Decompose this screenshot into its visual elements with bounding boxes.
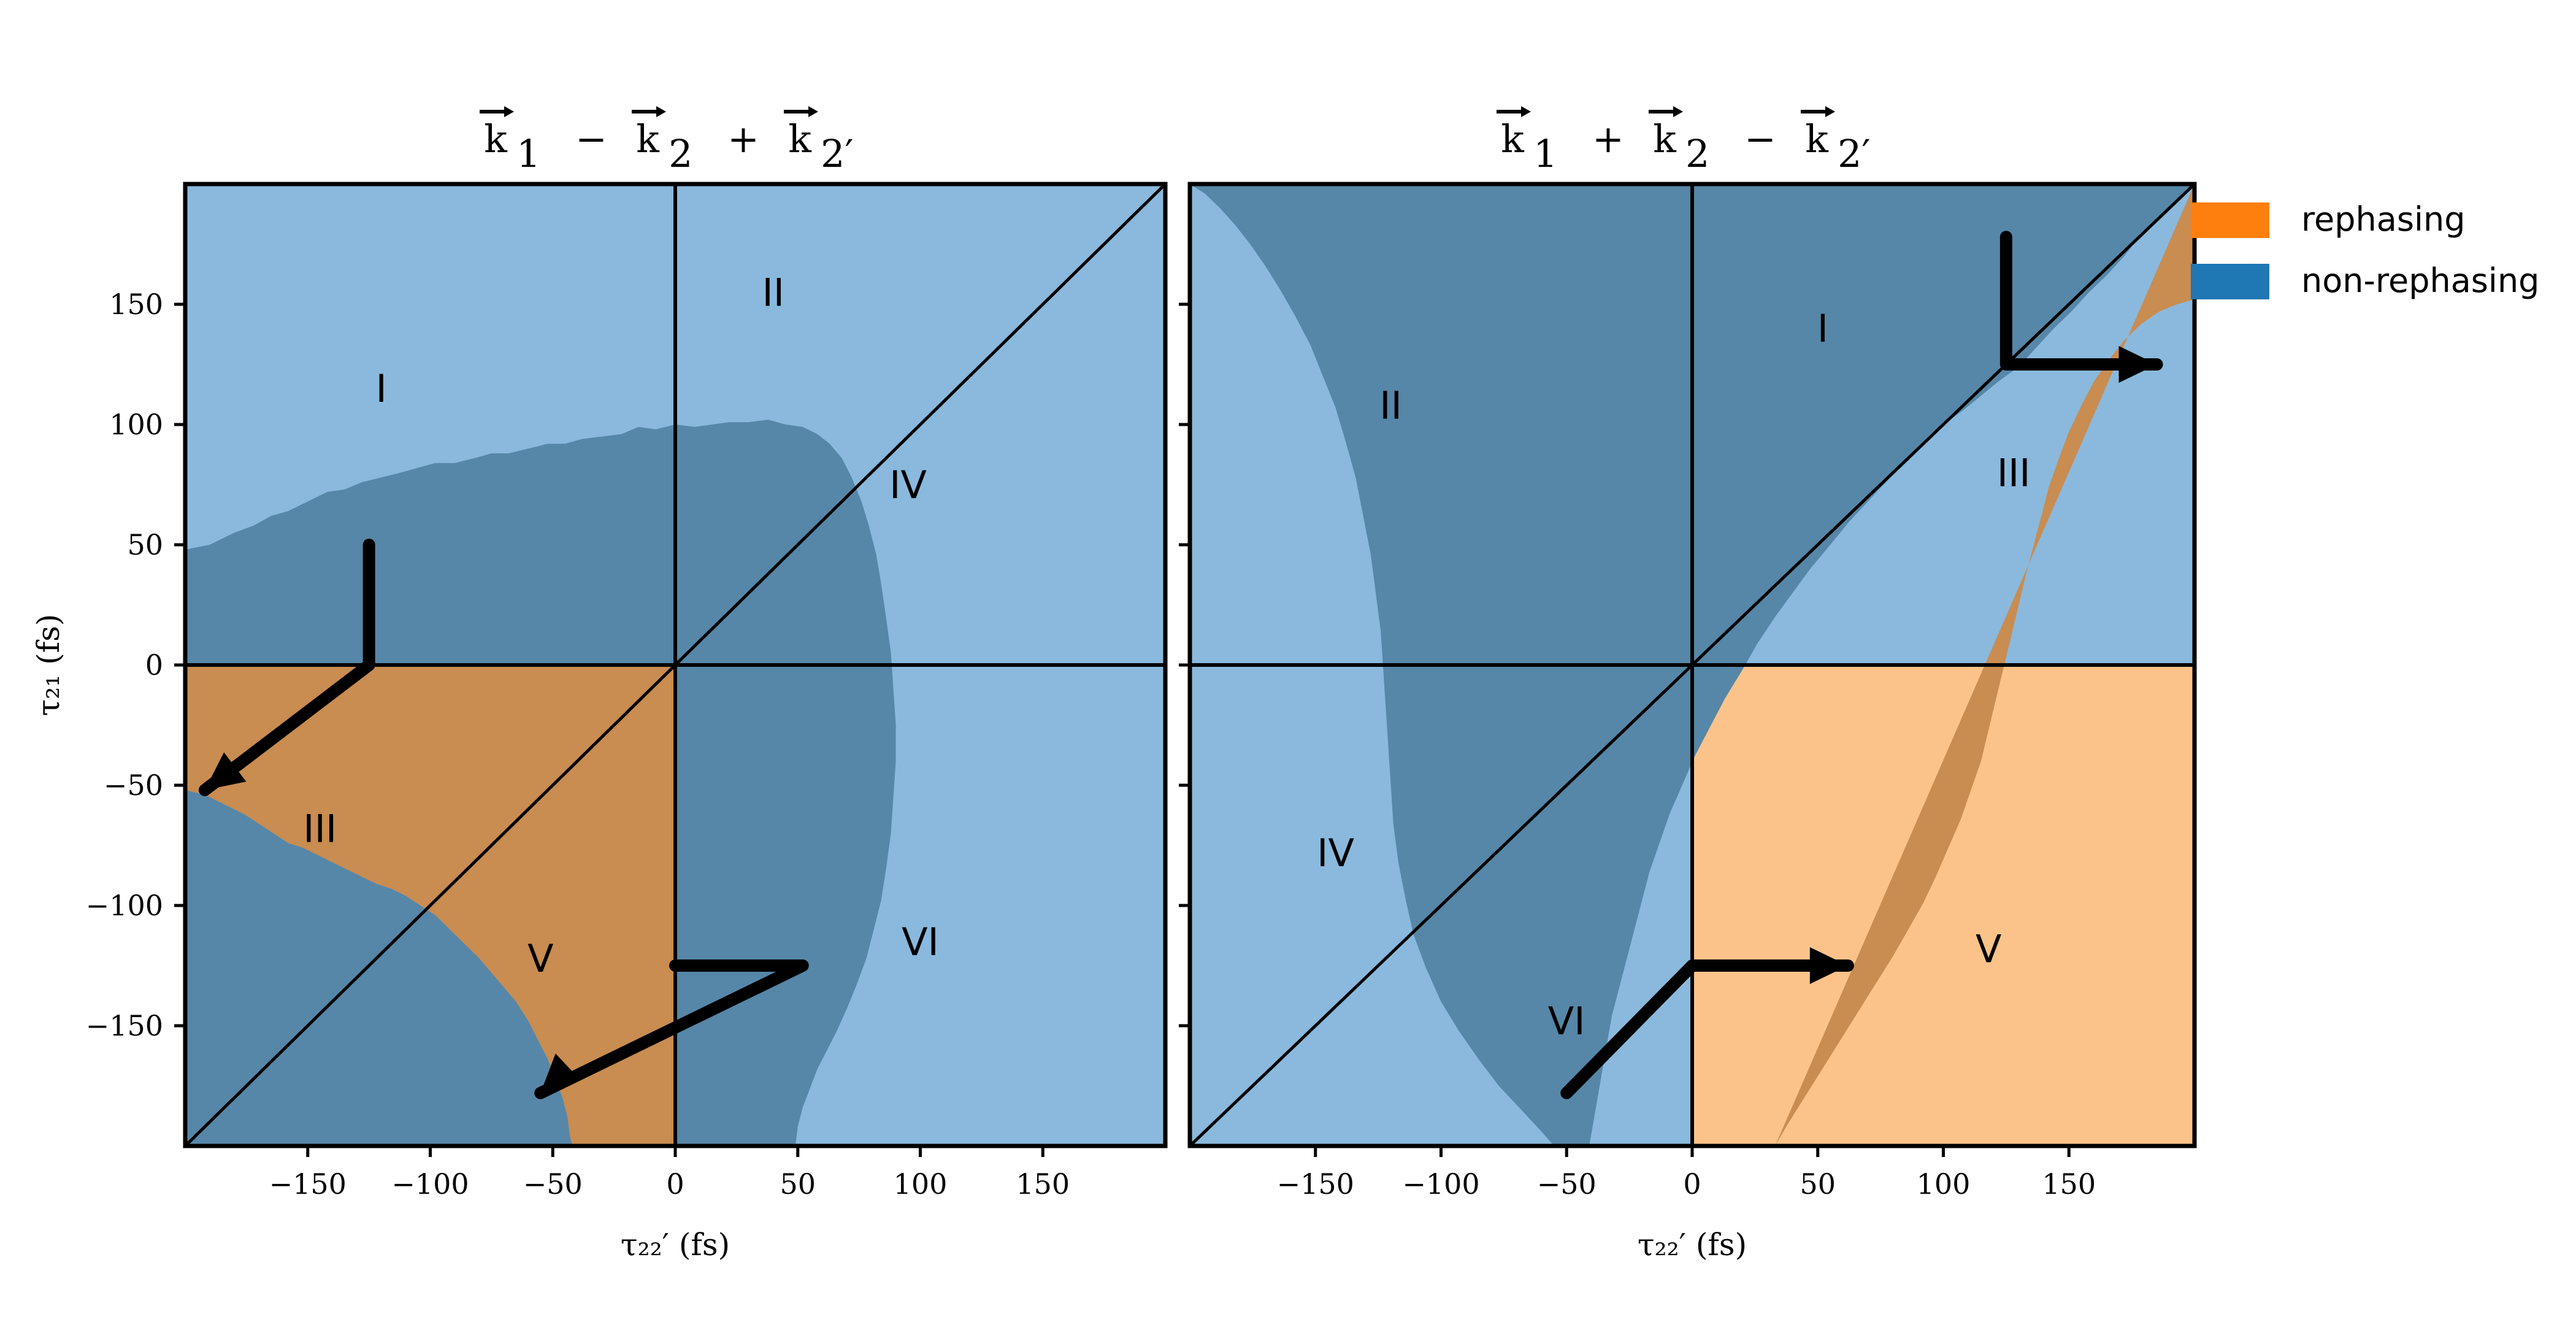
title-operator: −	[1744, 117, 1776, 161]
vector-arrow-head	[656, 106, 666, 117]
y-axis-title: τ₂₁ (fs)	[31, 614, 66, 717]
arrow-stem	[198, 539, 375, 796]
x-tick-label: −150	[269, 1167, 347, 1201]
region-label-IV: IV	[889, 463, 927, 507]
panel-title-left: k 1− k 2 + k 2′	[480, 106, 854, 176]
region-label-VI: VI	[902, 920, 939, 964]
y-tick-label: −150	[86, 1009, 163, 1042]
title-k-subscript: 1	[516, 131, 540, 176]
x-tick-label: −100	[391, 1167, 469, 1201]
vector-arrow-head	[1521, 106, 1531, 117]
x-tick-label: 0	[1683, 1167, 1701, 1201]
y-tick-label: 50	[127, 528, 163, 561]
x-axis-title: τ₂₂′ (fs)	[621, 1227, 730, 1263]
vector-arrow-head	[1673, 106, 1683, 117]
tau22-arrow-lower	[534, 959, 809, 1099]
vector-arrow-icon	[632, 106, 666, 117]
x-tick-label: −50	[1537, 1167, 1597, 1201]
title-k-subscript: 2′	[821, 131, 854, 176]
region-label-I: I	[375, 366, 386, 411]
title-k-subscript: 1	[1533, 131, 1557, 176]
y-tick-label: 150	[109, 288, 163, 321]
arrow-head	[204, 752, 247, 790]
signal-overlay-rephasing	[1775, 184, 2195, 1146]
arrow-stem	[1999, 231, 2163, 371]
region-label-II: II	[1379, 383, 1402, 428]
title-k-symbol: k	[788, 117, 811, 161]
tau21-arrow-upper	[1999, 231, 2163, 383]
region-label-I: I	[1817, 306, 1828, 351]
title-k-symbol: k	[1501, 117, 1524, 161]
arrow-stem	[1560, 959, 1854, 1099]
tau21-arrow-upper	[198, 539, 375, 796]
vector-arrow-icon	[1649, 106, 1683, 117]
arrow-head	[2118, 346, 2157, 383]
title-operator: +	[727, 117, 759, 161]
title-k-subscript: 2	[1685, 131, 1709, 176]
y-tick-label: 0	[145, 648, 163, 682]
title-k-symbol: k	[484, 117, 507, 161]
region-label-VI: VI	[1548, 999, 1585, 1044]
arrow-head	[1809, 947, 1848, 984]
title-k-subscript: 2	[669, 131, 692, 176]
legend-swatch	[2191, 202, 2269, 238]
vector-arrow-icon	[1801, 106, 1835, 117]
region-label-II: II	[762, 270, 785, 315]
vector-arrow-head	[1825, 106, 1835, 117]
legend-label-non-rephasing: non-rephasing	[2301, 261, 2539, 300]
region-label-V: V	[1976, 927, 2001, 972]
vector-arrow-head	[504, 106, 514, 117]
title-k-symbol: k	[636, 117, 659, 161]
region-label-IV: IV	[1317, 831, 1354, 875]
region-label-V: V	[527, 936, 553, 981]
title-operator: −	[575, 117, 607, 161]
x-tick-label: −150	[1277, 1167, 1354, 1201]
legend-swatch	[2191, 264, 2269, 299]
vector-arrow-icon	[480, 106, 514, 117]
arrow-stem	[534, 959, 809, 1099]
x-tick-label: −50	[523, 1167, 583, 1201]
legend: rephasing non-rephasing	[2191, 200, 2539, 300]
x-tick-label: 50	[780, 1167, 816, 1201]
tau22-arrow-lower	[1560, 947, 1854, 1099]
legend-label-rephasing: rephasing	[2301, 200, 2465, 239]
vector-arrow-head	[808, 106, 818, 117]
title-k-subscript: 2′	[1838, 131, 1871, 176]
diagonal-line	[1190, 184, 2195, 1146]
title-k-symbol: k	[1805, 117, 1828, 161]
x-tick-label: −100	[1402, 1167, 1479, 1201]
x-axis-title: τ₂₂′ (fs)	[1638, 1227, 1747, 1263]
x-tick-label: 0	[666, 1167, 684, 1201]
x-tick-label: 100	[894, 1167, 948, 1201]
vector-arrow-icon	[784, 106, 818, 117]
region-label-III: III	[303, 807, 337, 851]
vector-arrow-icon	[1497, 106, 1531, 117]
y-tick-label: 100	[109, 408, 163, 441]
region-label-III: III	[1997, 450, 2031, 495]
y-tick-label: −50	[104, 769, 163, 802]
y-tick-label: −100	[86, 889, 163, 922]
title-operator: +	[1592, 117, 1624, 161]
diagonal-line	[185, 184, 1165, 1146]
quadrant-lower-right	[1692, 665, 2195, 1146]
x-tick-label: 150	[2042, 1167, 2096, 1201]
x-tick-label: 150	[1016, 1167, 1070, 1201]
x-tick-label: 50	[1800, 1167, 1836, 1201]
panel-title-right: k 1 + k 2− k 2′	[1497, 106, 1871, 176]
x-tick-label: 100	[1917, 1167, 1971, 1201]
arrow-head	[540, 1053, 581, 1093]
title-k-symbol: k	[1653, 117, 1676, 161]
